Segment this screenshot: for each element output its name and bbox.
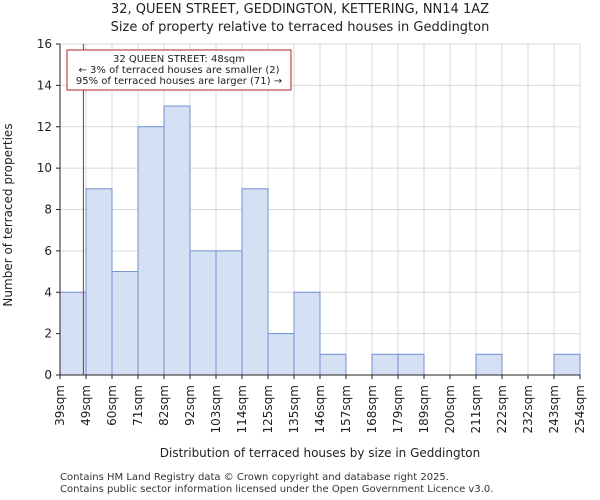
y-tick-label: 4 (44, 285, 52, 299)
x-tick-label: 232sqm (521, 385, 535, 433)
x-tick-label: 243sqm (547, 385, 561, 433)
histogram-bar (163, 105, 191, 376)
y-tick-label: 8 (44, 203, 52, 217)
x-tick-label: 49sqm (79, 385, 93, 426)
y-tick-label: 10 (37, 161, 52, 175)
histogram-bar (111, 271, 139, 376)
histogram-bar (59, 291, 87, 376)
chart-subtitle: Size of property relative to terraced ho… (110, 20, 490, 35)
annotation-line-1: 32 QUEEN STREET: 48sqm (113, 54, 245, 65)
histogram-bar (137, 126, 165, 376)
x-tick-label: 179sqm (391, 385, 405, 433)
histogram-bar (241, 188, 269, 376)
annotation-line-2: ← 3% of terraced houses are smaller (2) (79, 65, 280, 76)
chart-title: 32, QUEEN STREET, GEDDINGTON, KETTERING,… (110, 2, 490, 17)
x-tick-label: 92sqm (183, 385, 197, 426)
x-tick-label: 211sqm (469, 385, 483, 433)
x-tick-label: 82sqm (157, 385, 171, 426)
x-tick-label: 222sqm (495, 385, 509, 433)
footer-copyright: Contains HM Land Registry data © Crown c… (60, 472, 449, 483)
histogram-bar (371, 353, 399, 376)
histogram-bar (189, 250, 217, 376)
x-tick-label: 71sqm (131, 385, 145, 426)
x-tick-label: 39sqm (53, 385, 67, 426)
x-tick-label: 168sqm (365, 385, 379, 433)
y-tick-label: 0 (44, 368, 52, 382)
histogram-bar (267, 333, 295, 376)
annotation-line-3: 95% of terraced houses are larger (71) → (76, 76, 282, 87)
histogram-bar (397, 353, 425, 376)
y-tick-label: 6 (44, 244, 52, 258)
histogram-bar (215, 250, 243, 376)
histogram-bar (293, 291, 321, 376)
histogram-bar (475, 353, 503, 376)
histogram-bar (319, 353, 347, 376)
y-tick-label: 2 (44, 327, 52, 341)
annotation-box (66, 49, 292, 91)
y-tick-label: 16 (37, 37, 52, 51)
x-tick-label: 157sqm (339, 385, 353, 433)
x-tick-label: 200sqm (443, 385, 457, 433)
y-tick-label: 12 (37, 120, 52, 134)
x-tick-label: 146sqm (313, 385, 327, 433)
x-tick-label: 114sqm (235, 385, 249, 433)
x-tick-label: 254sqm (573, 385, 587, 433)
x-tick-label: 125sqm (261, 385, 275, 433)
histogram-bar (553, 353, 581, 376)
x-axis-label: Distribution of terraced houses by size … (160, 446, 480, 460)
x-tick-label: 60sqm (105, 385, 119, 426)
histogram-bar (85, 188, 113, 376)
y-axis-label: Number of terraced properties (1, 123, 15, 306)
x-tick-label: 135sqm (287, 385, 301, 433)
footer-licence: Contains public sector information licen… (60, 484, 494, 495)
x-tick-label: 189sqm (417, 385, 431, 433)
y-tick-label: 14 (37, 78, 52, 92)
x-tick-label: 103sqm (209, 385, 223, 433)
histogram-chart: 0 2 4 6 8 10 12 14 16 39sqm 49sqm 60sqm 71sqm 82sqm 92… (1, 37, 587, 460)
